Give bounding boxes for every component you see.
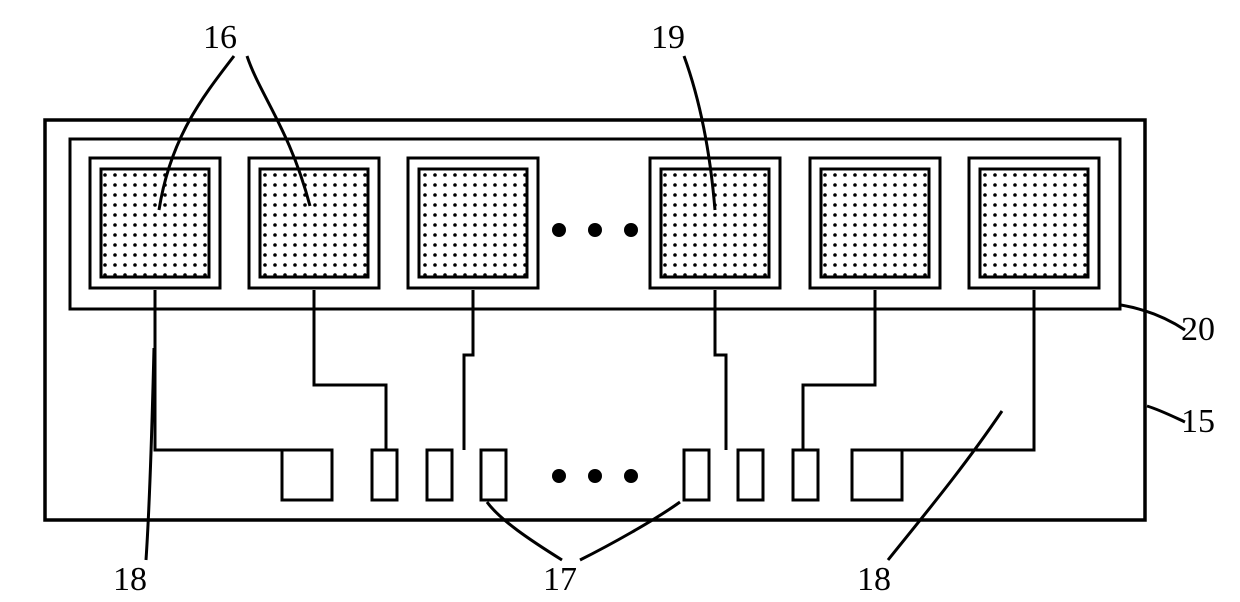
wire-trace-18 (464, 290, 473, 450)
pad-small-17 (684, 450, 709, 500)
leader-label18_right: 18 (857, 411, 1002, 598)
ellipsis-dot (588, 223, 602, 237)
pad-small-17 (738, 450, 763, 500)
chip-unit (650, 158, 780, 288)
label-text-15: 15 (1181, 403, 1215, 440)
leader-label20: 20 (1121, 305, 1215, 348)
chip-unit (408, 158, 538, 288)
label-text-16: 16 (203, 19, 237, 56)
pad-small-17 (427, 450, 452, 500)
label-text-18: 18 (113, 561, 147, 598)
ellipsis-dot (624, 469, 638, 483)
chip-unit (90, 158, 220, 288)
label-text-18: 18 (857, 561, 891, 598)
ellipsis-dot (624, 223, 638, 237)
pad-large (852, 450, 902, 500)
leader-label17: 17 (487, 502, 680, 598)
wire-trace-18 (715, 290, 726, 450)
label-text-19: 19 (651, 19, 685, 56)
chip-unit (810, 158, 940, 288)
leader-label18_left: 18 (113, 348, 154, 598)
ellipsis-dot (588, 469, 602, 483)
pad-small-17 (793, 450, 818, 500)
pad-small-17 (481, 450, 506, 500)
wire-trace-18 (314, 290, 386, 450)
ellipsis-dot (552, 223, 566, 237)
leader-label15: 15 (1147, 403, 1215, 440)
chip-unit (969, 158, 1099, 288)
label-text-17: 17 (543, 561, 577, 598)
chip-unit (249, 158, 379, 288)
label-text-20: 20 (1181, 311, 1215, 348)
wire-trace-18 (155, 290, 309, 450)
ellipsis-dot (552, 469, 566, 483)
wire-trace-18 (879, 290, 1034, 450)
wire-trace-18 (803, 290, 875, 450)
pad-large (282, 450, 332, 500)
pad-small-17 (372, 450, 397, 500)
